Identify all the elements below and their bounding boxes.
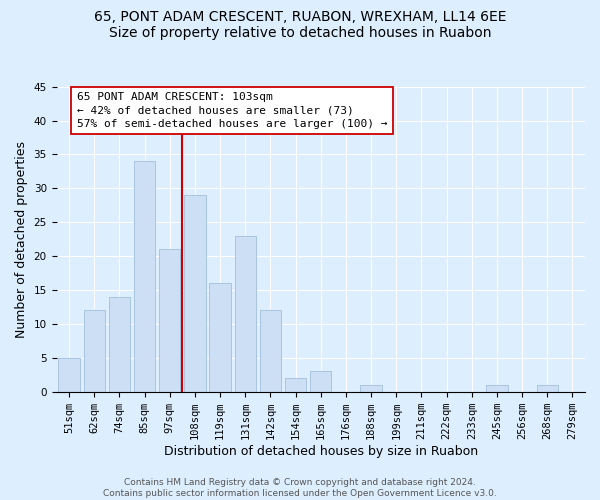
Bar: [486, 385, 508, 392]
Bar: [83, 310, 105, 392]
Bar: [209, 284, 231, 392]
Bar: [285, 378, 306, 392]
Bar: [235, 236, 256, 392]
Bar: [260, 310, 281, 392]
Y-axis label: Number of detached properties: Number of detached properties: [15, 140, 28, 338]
Bar: [184, 195, 206, 392]
Bar: [134, 162, 155, 392]
Bar: [109, 297, 130, 392]
Bar: [159, 250, 181, 392]
Bar: [58, 358, 80, 392]
Text: 65 PONT ADAM CRESCENT: 103sqm
← 42% of detached houses are smaller (73)
57% of s: 65 PONT ADAM CRESCENT: 103sqm ← 42% of d…: [77, 92, 387, 128]
Text: 65, PONT ADAM CRESCENT, RUABON, WREXHAM, LL14 6EE
Size of property relative to d: 65, PONT ADAM CRESCENT, RUABON, WREXHAM,…: [94, 10, 506, 40]
Bar: [310, 372, 331, 392]
Text: Contains HM Land Registry data © Crown copyright and database right 2024.
Contai: Contains HM Land Registry data © Crown c…: [103, 478, 497, 498]
Bar: [361, 385, 382, 392]
X-axis label: Distribution of detached houses by size in Ruabon: Distribution of detached houses by size …: [164, 444, 478, 458]
Bar: [536, 385, 558, 392]
